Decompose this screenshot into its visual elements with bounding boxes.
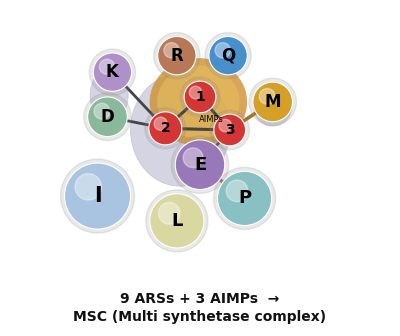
Circle shape [226, 180, 248, 202]
Circle shape [88, 97, 127, 137]
Ellipse shape [150, 58, 247, 146]
Text: E: E [194, 156, 206, 174]
Text: I: I [94, 186, 101, 206]
Circle shape [145, 108, 186, 149]
Text: P: P [238, 190, 251, 207]
Ellipse shape [90, 69, 128, 122]
Text: 1: 1 [195, 90, 205, 104]
Circle shape [75, 174, 102, 200]
Circle shape [64, 163, 131, 229]
Circle shape [171, 136, 229, 194]
Circle shape [183, 148, 203, 168]
Circle shape [164, 43, 179, 58]
Circle shape [99, 59, 115, 75]
Circle shape [146, 190, 208, 252]
Circle shape [214, 167, 276, 229]
Text: R: R [170, 47, 183, 65]
Circle shape [249, 78, 296, 126]
Circle shape [150, 194, 204, 248]
Circle shape [94, 103, 110, 119]
Text: MSC (Multi synthetase complex): MSC (Multi synthetase complex) [74, 310, 326, 324]
Circle shape [184, 81, 216, 113]
Text: AIMPs: AIMPs [199, 115, 224, 124]
Circle shape [259, 88, 275, 104]
Circle shape [219, 119, 232, 132]
Text: K: K [106, 63, 119, 81]
Circle shape [89, 49, 136, 95]
Circle shape [189, 86, 202, 99]
Ellipse shape [131, 74, 230, 186]
Text: L: L [171, 212, 182, 230]
Text: 2: 2 [160, 121, 170, 135]
Circle shape [154, 117, 167, 130]
Text: 3: 3 [225, 123, 234, 137]
Circle shape [158, 203, 180, 224]
Ellipse shape [221, 174, 268, 222]
Ellipse shape [151, 198, 202, 244]
Text: M: M [264, 93, 281, 111]
Circle shape [93, 53, 132, 91]
Circle shape [210, 110, 250, 150]
Ellipse shape [157, 66, 240, 138]
Ellipse shape [254, 88, 292, 126]
Circle shape [175, 140, 225, 190]
Circle shape [84, 93, 131, 140]
Circle shape [205, 33, 251, 79]
Text: Q: Q [221, 47, 235, 65]
Circle shape [60, 159, 134, 233]
Circle shape [253, 82, 292, 122]
Circle shape [218, 171, 272, 225]
Circle shape [214, 114, 246, 146]
Circle shape [215, 43, 230, 58]
Text: D: D [101, 108, 114, 126]
Ellipse shape [69, 164, 126, 228]
Text: 9 ARSs + 3 AIMPs  →: 9 ARSs + 3 AIMPs → [120, 292, 280, 305]
Circle shape [180, 77, 220, 117]
Circle shape [154, 33, 200, 79]
Circle shape [209, 37, 247, 75]
Circle shape [158, 37, 196, 75]
Circle shape [149, 112, 182, 145]
